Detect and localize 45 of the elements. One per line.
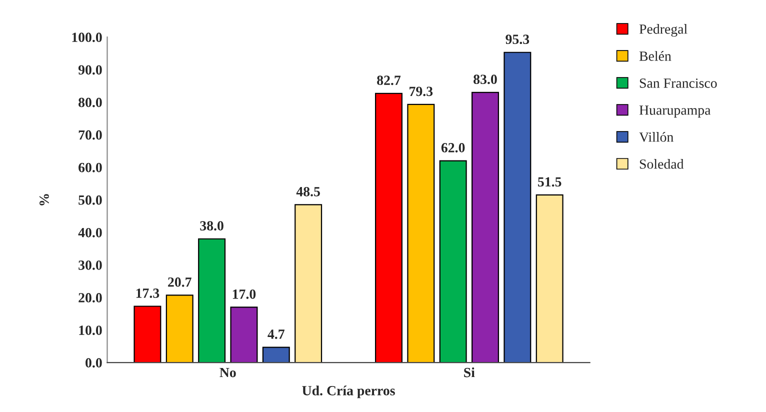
x-tick-label: No	[220, 368, 236, 378]
data-label: 20.7	[168, 277, 192, 287]
legend-label: Soledad	[640, 159, 684, 169]
legend-label: Huarupampa	[639, 106, 711, 118]
legend-label: Villón	[639, 132, 674, 142]
x-tick-label: Si	[464, 367, 475, 378]
y-tick-label: 70.0	[78, 130, 102, 140]
data-label: 38.0	[200, 221, 224, 231]
legend-label: Belén	[639, 51, 672, 61]
data-label: 95.3	[506, 34, 530, 44]
bar	[166, 294, 194, 363]
bar	[230, 306, 258, 363]
bar	[439, 160, 467, 363]
data-label: 17.0	[232, 289, 256, 299]
legend-label: Pedregal	[639, 24, 688, 37]
y-tick-label: 100.0	[72, 32, 102, 42]
data-label: 83.0	[474, 74, 497, 84]
bar	[504, 52, 532, 363]
x-axis-title: Ud. Cría perros	[302, 386, 395, 398]
data-label: 4.7	[268, 330, 284, 339]
y-tick-label: 60.0	[78, 162, 102, 172]
y-tick-label: 40.0	[78, 228, 102, 238]
y-tick-label: 50.0	[78, 195, 102, 205]
data-label: 62.0	[441, 143, 465, 152]
y-tick-label: 0.0	[86, 358, 102, 368]
bar	[536, 194, 564, 363]
bar	[472, 92, 500, 363]
bar	[407, 104, 435, 363]
data-label: 82.7	[377, 76, 401, 86]
data-label: 79.3	[410, 86, 433, 96]
y-tick-label: 20.0	[78, 293, 102, 302]
bar	[375, 92, 402, 363]
data-label: 48.5	[296, 186, 320, 196]
data-label: 17.3	[136, 288, 160, 298]
data-label: 51.5	[538, 177, 562, 187]
legend-label: San Francisco	[640, 78, 717, 88]
y-tick-label: 30.0	[78, 260, 102, 270]
bar	[262, 346, 290, 363]
y-tick-label: 80.0	[78, 98, 102, 108]
bar	[294, 204, 322, 363]
bar	[134, 306, 162, 363]
y-tick-label: 90.0	[78, 65, 102, 75]
y-tick-label: 10.0	[79, 326, 102, 336]
bar	[198, 238, 226, 363]
y-axis-title: %	[39, 194, 49, 206]
